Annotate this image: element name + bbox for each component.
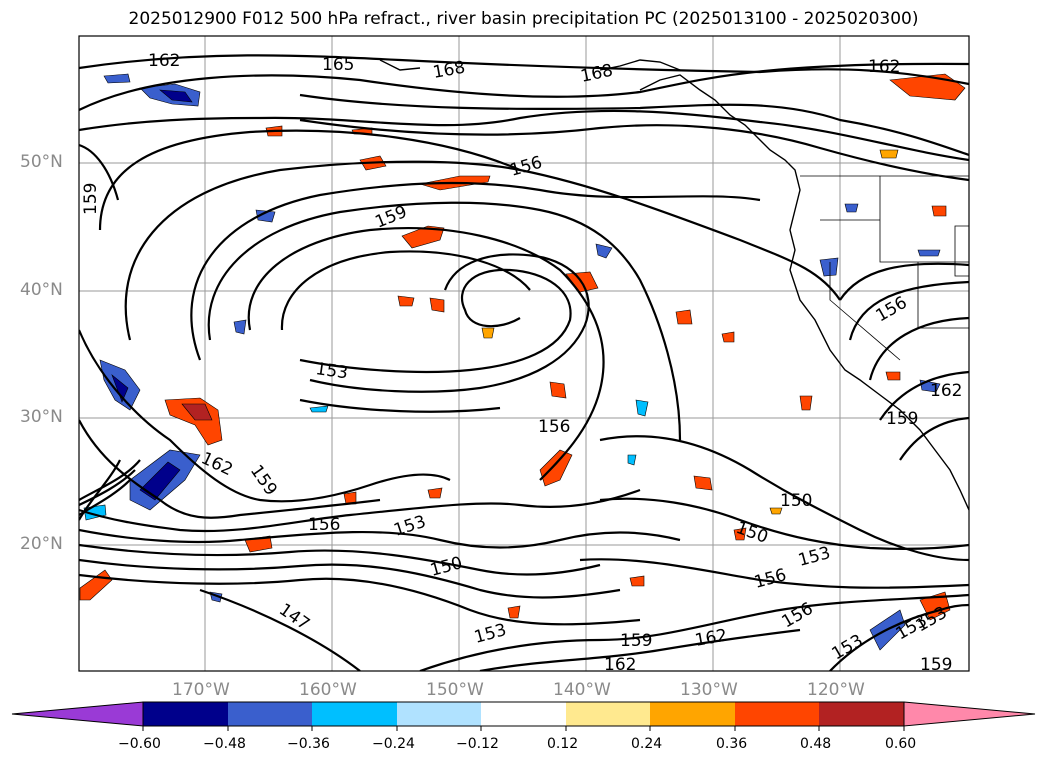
contour-label: 156 bbox=[308, 515, 340, 535]
colorbar-segment bbox=[819, 702, 904, 726]
lon-label: 150°W bbox=[426, 680, 484, 700]
colorbar-tick-label: −0.36 bbox=[287, 736, 330, 752]
patch-neg bbox=[159, 89, 193, 103]
patch-pos bbox=[733, 527, 747, 541]
colorbar-segment bbox=[143, 702, 228, 726]
lon-label: 130°W bbox=[680, 680, 738, 700]
patch-neg bbox=[819, 257, 839, 277]
patch-pos bbox=[629, 575, 645, 587]
colorbar-segment bbox=[397, 702, 481, 726]
map-background bbox=[79, 36, 969, 671]
colorbar-tick-label: −0.12 bbox=[456, 736, 499, 752]
colorbar-segment bbox=[566, 702, 650, 726]
colorbar-tick-label: −0.24 bbox=[372, 736, 415, 752]
patch-neg bbox=[844, 203, 859, 213]
colorbar-segment bbox=[735, 702, 819, 726]
contour-label: 162 bbox=[930, 381, 962, 401]
patch-neg bbox=[233, 319, 247, 335]
patch-pos bbox=[539, 449, 573, 487]
lon-label: 160°W bbox=[299, 680, 357, 700]
contour-label: 162 bbox=[868, 57, 900, 77]
borders bbox=[800, 175, 969, 361]
colorbar-tick-label: 0.60 bbox=[885, 736, 917, 752]
colorbar-tick-label: 0.36 bbox=[716, 736, 748, 752]
colorbar-tick-label: 0.48 bbox=[800, 736, 832, 752]
contour-label: 159 bbox=[920, 655, 952, 675]
patch-pos bbox=[343, 491, 357, 505]
patch-pos bbox=[769, 507, 783, 515]
contour-label: 156 bbox=[538, 417, 570, 437]
patch-pos bbox=[885, 371, 901, 381]
patch-pos bbox=[799, 395, 813, 411]
map-frame bbox=[78, 35, 970, 672]
lat-label: 30°N bbox=[20, 407, 63, 427]
patch-pos bbox=[879, 149, 899, 159]
patch-pos bbox=[427, 487, 443, 499]
patch-neg bbox=[139, 461, 181, 501]
colorbar-segment bbox=[228, 702, 312, 726]
contour-label: 150 bbox=[780, 491, 812, 511]
lat-label: 50°N bbox=[20, 152, 63, 172]
patch-pos bbox=[721, 331, 735, 343]
colorbar-tick-label: 0.12 bbox=[547, 736, 579, 752]
contour-label: 159 bbox=[620, 631, 652, 651]
patch-pos bbox=[931, 205, 947, 217]
patch-pos bbox=[429, 297, 445, 313]
colorbar-extend-right bbox=[903, 701, 1036, 727]
precipitation-patches bbox=[79, 73, 966, 651]
patch-neg bbox=[103, 73, 131, 84]
contour-label: 159 bbox=[81, 183, 101, 215]
patch-pos bbox=[549, 381, 567, 399]
colorbar bbox=[11, 701, 1036, 731]
patch-neg bbox=[917, 249, 941, 257]
colorbar-tick-label: −0.48 bbox=[203, 736, 246, 752]
colorbar-tick-label: −0.60 bbox=[118, 736, 161, 752]
patch-pos bbox=[693, 475, 713, 491]
contour-lines bbox=[79, 54, 969, 671]
contour-label: 162 bbox=[148, 51, 180, 71]
colorbar-segment bbox=[312, 702, 397, 726]
patch-neg bbox=[635, 399, 649, 417]
lon-label: 140°W bbox=[553, 680, 611, 700]
contour-label: 153 bbox=[314, 359, 349, 383]
patch-pos bbox=[675, 309, 693, 325]
patch-neg bbox=[595, 243, 613, 259]
lon-label: 170°W bbox=[172, 680, 230, 700]
map-title: 2025012900 F012 500 hPa refract., river … bbox=[128, 9, 919, 29]
colorbar-tick-label: 0.24 bbox=[631, 736, 663, 752]
patch-pos bbox=[397, 295, 415, 307]
lat-label: 20°N bbox=[20, 534, 63, 554]
patch-neg bbox=[309, 405, 329, 413]
contour-label: 159 bbox=[886, 409, 918, 429]
colorbar-segment bbox=[650, 702, 735, 726]
patch-neg bbox=[111, 374, 129, 403]
patch-pos bbox=[181, 403, 213, 421]
coastlines bbox=[379, 59, 969, 511]
lat-label: 40°N bbox=[20, 280, 63, 300]
patch-pos bbox=[481, 327, 495, 339]
contour-label: 165 bbox=[322, 55, 354, 75]
colorbar-extend-left bbox=[11, 701, 144, 727]
lon-label: 120°W bbox=[807, 680, 865, 700]
patch-pos bbox=[507, 605, 521, 619]
colorbar-segment bbox=[481, 702, 566, 726]
contour-label: 162 bbox=[604, 655, 636, 675]
patch-neg bbox=[627, 454, 637, 466]
